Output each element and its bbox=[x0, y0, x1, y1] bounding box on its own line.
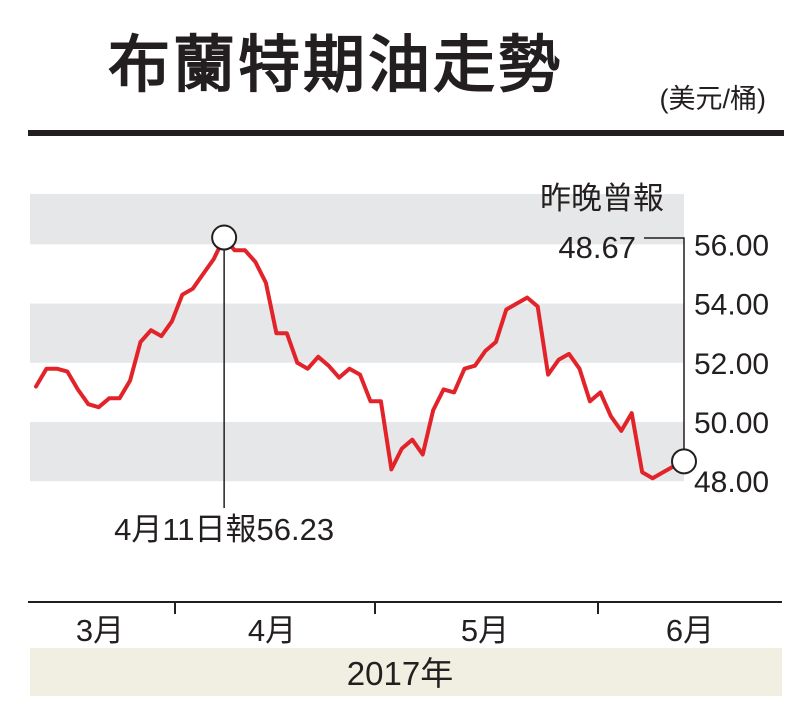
x-tick-label: 4月 bbox=[248, 613, 296, 648]
chart-title: 布蘭特期油走勢 bbox=[108, 28, 564, 101]
brent-price-line bbox=[34, 235, 686, 481]
peak-marker bbox=[211, 224, 238, 251]
y-tick-label: 56.00 bbox=[694, 229, 769, 262]
unit-label: (美元/桶) bbox=[659, 84, 766, 114]
title-rule bbox=[28, 130, 784, 136]
y-tick-label: 48.00 bbox=[694, 466, 769, 499]
peak-annotation: 4月11日報56.23 bbox=[114, 512, 334, 547]
year-band bbox=[30, 648, 782, 696]
latest-annotation-value: 48.67 bbox=[558, 230, 636, 265]
latest-callout-leader bbox=[644, 237, 685, 450]
grid-band bbox=[30, 421, 684, 482]
latest-marker bbox=[671, 448, 697, 475]
grid-band bbox=[30, 303, 684, 363]
year-label: 2017年 bbox=[347, 655, 453, 692]
grid-band bbox=[30, 194, 684, 245]
latest-annotation-title: 昨晚曾報 bbox=[540, 181, 664, 216]
y-tick-label: 50.00 bbox=[694, 407, 769, 440]
y-tick-label: 52.00 bbox=[694, 348, 769, 381]
y-axis-ticks: 56.00 54.00 52.00 50.00 48.00 bbox=[694, 229, 769, 499]
x-tick-label: 3月 bbox=[76, 613, 124, 648]
x-axis-ticks: 3月 4月 5月 6月 bbox=[76, 602, 714, 648]
x-tick-label: 5月 bbox=[461, 613, 509, 648]
x-tick-label: 6月 bbox=[666, 613, 714, 648]
y-tick-label: 54.00 bbox=[694, 289, 769, 322]
